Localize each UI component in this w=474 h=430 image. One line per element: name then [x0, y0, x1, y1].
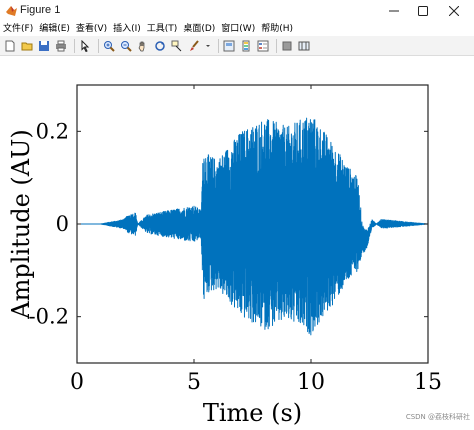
toolbar-separator	[276, 38, 277, 53]
close-button[interactable]	[434, 0, 474, 22]
tick-layer: 0 5 10 15 -0.2 0 0.2	[29, 85, 442, 395]
colorbar-icon[interactable]	[222, 39, 236, 53]
maximize-icon	[418, 6, 428, 16]
show-plot-tools-icon[interactable]	[297, 39, 311, 53]
line-chart: 0 5 10 15 -0.2 0 0.2 Time (s) Amplitude (AU)	[7, 84, 442, 427]
new-figure-icon[interactable]	[3, 39, 17, 53]
title-bar: Figure 1	[0, 0, 474, 22]
maximize-button[interactable]	[403, 0, 443, 22]
brush-icon[interactable]	[187, 39, 201, 53]
figure-canvas: 0 5 10 15 -0.2 0 0.2 Time (s) Amplitude (AU) C…	[0, 57, 474, 427]
zoom-out-icon[interactable]	[119, 39, 133, 53]
x-tick-label: 5	[187, 370, 201, 395]
menu-edit[interactable]: 编辑(E)	[39, 24, 70, 34]
x-axis-label: Time (s)	[203, 399, 302, 426]
toolbar-separator	[218, 38, 219, 53]
x-tick-label: 0	[70, 370, 84, 395]
link-icon[interactable]	[204, 39, 212, 53]
y-tick-label: 0	[56, 212, 69, 236]
signal-layer	[76, 117, 429, 336]
hide-plot-tools-icon[interactable]	[280, 39, 294, 53]
open-icon[interactable]	[20, 39, 34, 53]
menu-view[interactable]: 查看(V)	[75, 24, 108, 34]
y-tick-label: -0.2	[29, 305, 70, 329]
print-icon[interactable]	[54, 39, 68, 53]
watermark-text: CSDN @荔枝科研社	[405, 413, 470, 421]
toolbar-separator	[98, 38, 99, 53]
toolbar-separator	[74, 38, 75, 53]
figure-toolbar	[0, 36, 474, 56]
close-icon	[449, 6, 459, 16]
y-tick-label: 0.2	[36, 119, 69, 143]
x-tick-label: 10	[297, 370, 325, 395]
save-icon[interactable]	[37, 39, 51, 53]
menu-insert[interactable]: 插入(I)	[113, 24, 141, 34]
menu-file[interactable]: 文件(F)	[3, 24, 34, 34]
x-tick-label: 15	[414, 370, 442, 395]
menu-window[interactable]: 窗口(W)	[221, 24, 256, 34]
menu-desktop[interactable]: 桌面(D)	[183, 24, 216, 34]
matlab-icon	[6, 6, 17, 16]
insert-legend-icon[interactable]	[256, 39, 270, 53]
menu-bar: 文件(F) 编辑(E) 查看(V) 插入(I) 工具(T) 桌面(D) 窗口(W…	[0, 22, 474, 36]
rotate-icon[interactable]	[153, 39, 167, 53]
legend-icon[interactable]	[239, 39, 253, 53]
data-cursor-icon[interactable]	[170, 39, 184, 53]
pan-icon[interactable]	[136, 39, 150, 53]
axes-box	[76, 84, 429, 364]
menu-tools[interactable]: 工具(T)	[146, 24, 178, 34]
signal-line	[76, 117, 429, 336]
pointer-icon[interactable]	[78, 39, 92, 53]
minimize-button[interactable]	[374, 0, 414, 22]
zoom-in-icon[interactable]	[102, 39, 116, 53]
y-axis-label: Amplitude (AU)	[7, 129, 35, 319]
menu-help[interactable]: 帮助(H)	[261, 24, 293, 34]
window-title: Figure 1	[20, 4, 61, 16]
minimize-icon	[389, 10, 399, 12]
